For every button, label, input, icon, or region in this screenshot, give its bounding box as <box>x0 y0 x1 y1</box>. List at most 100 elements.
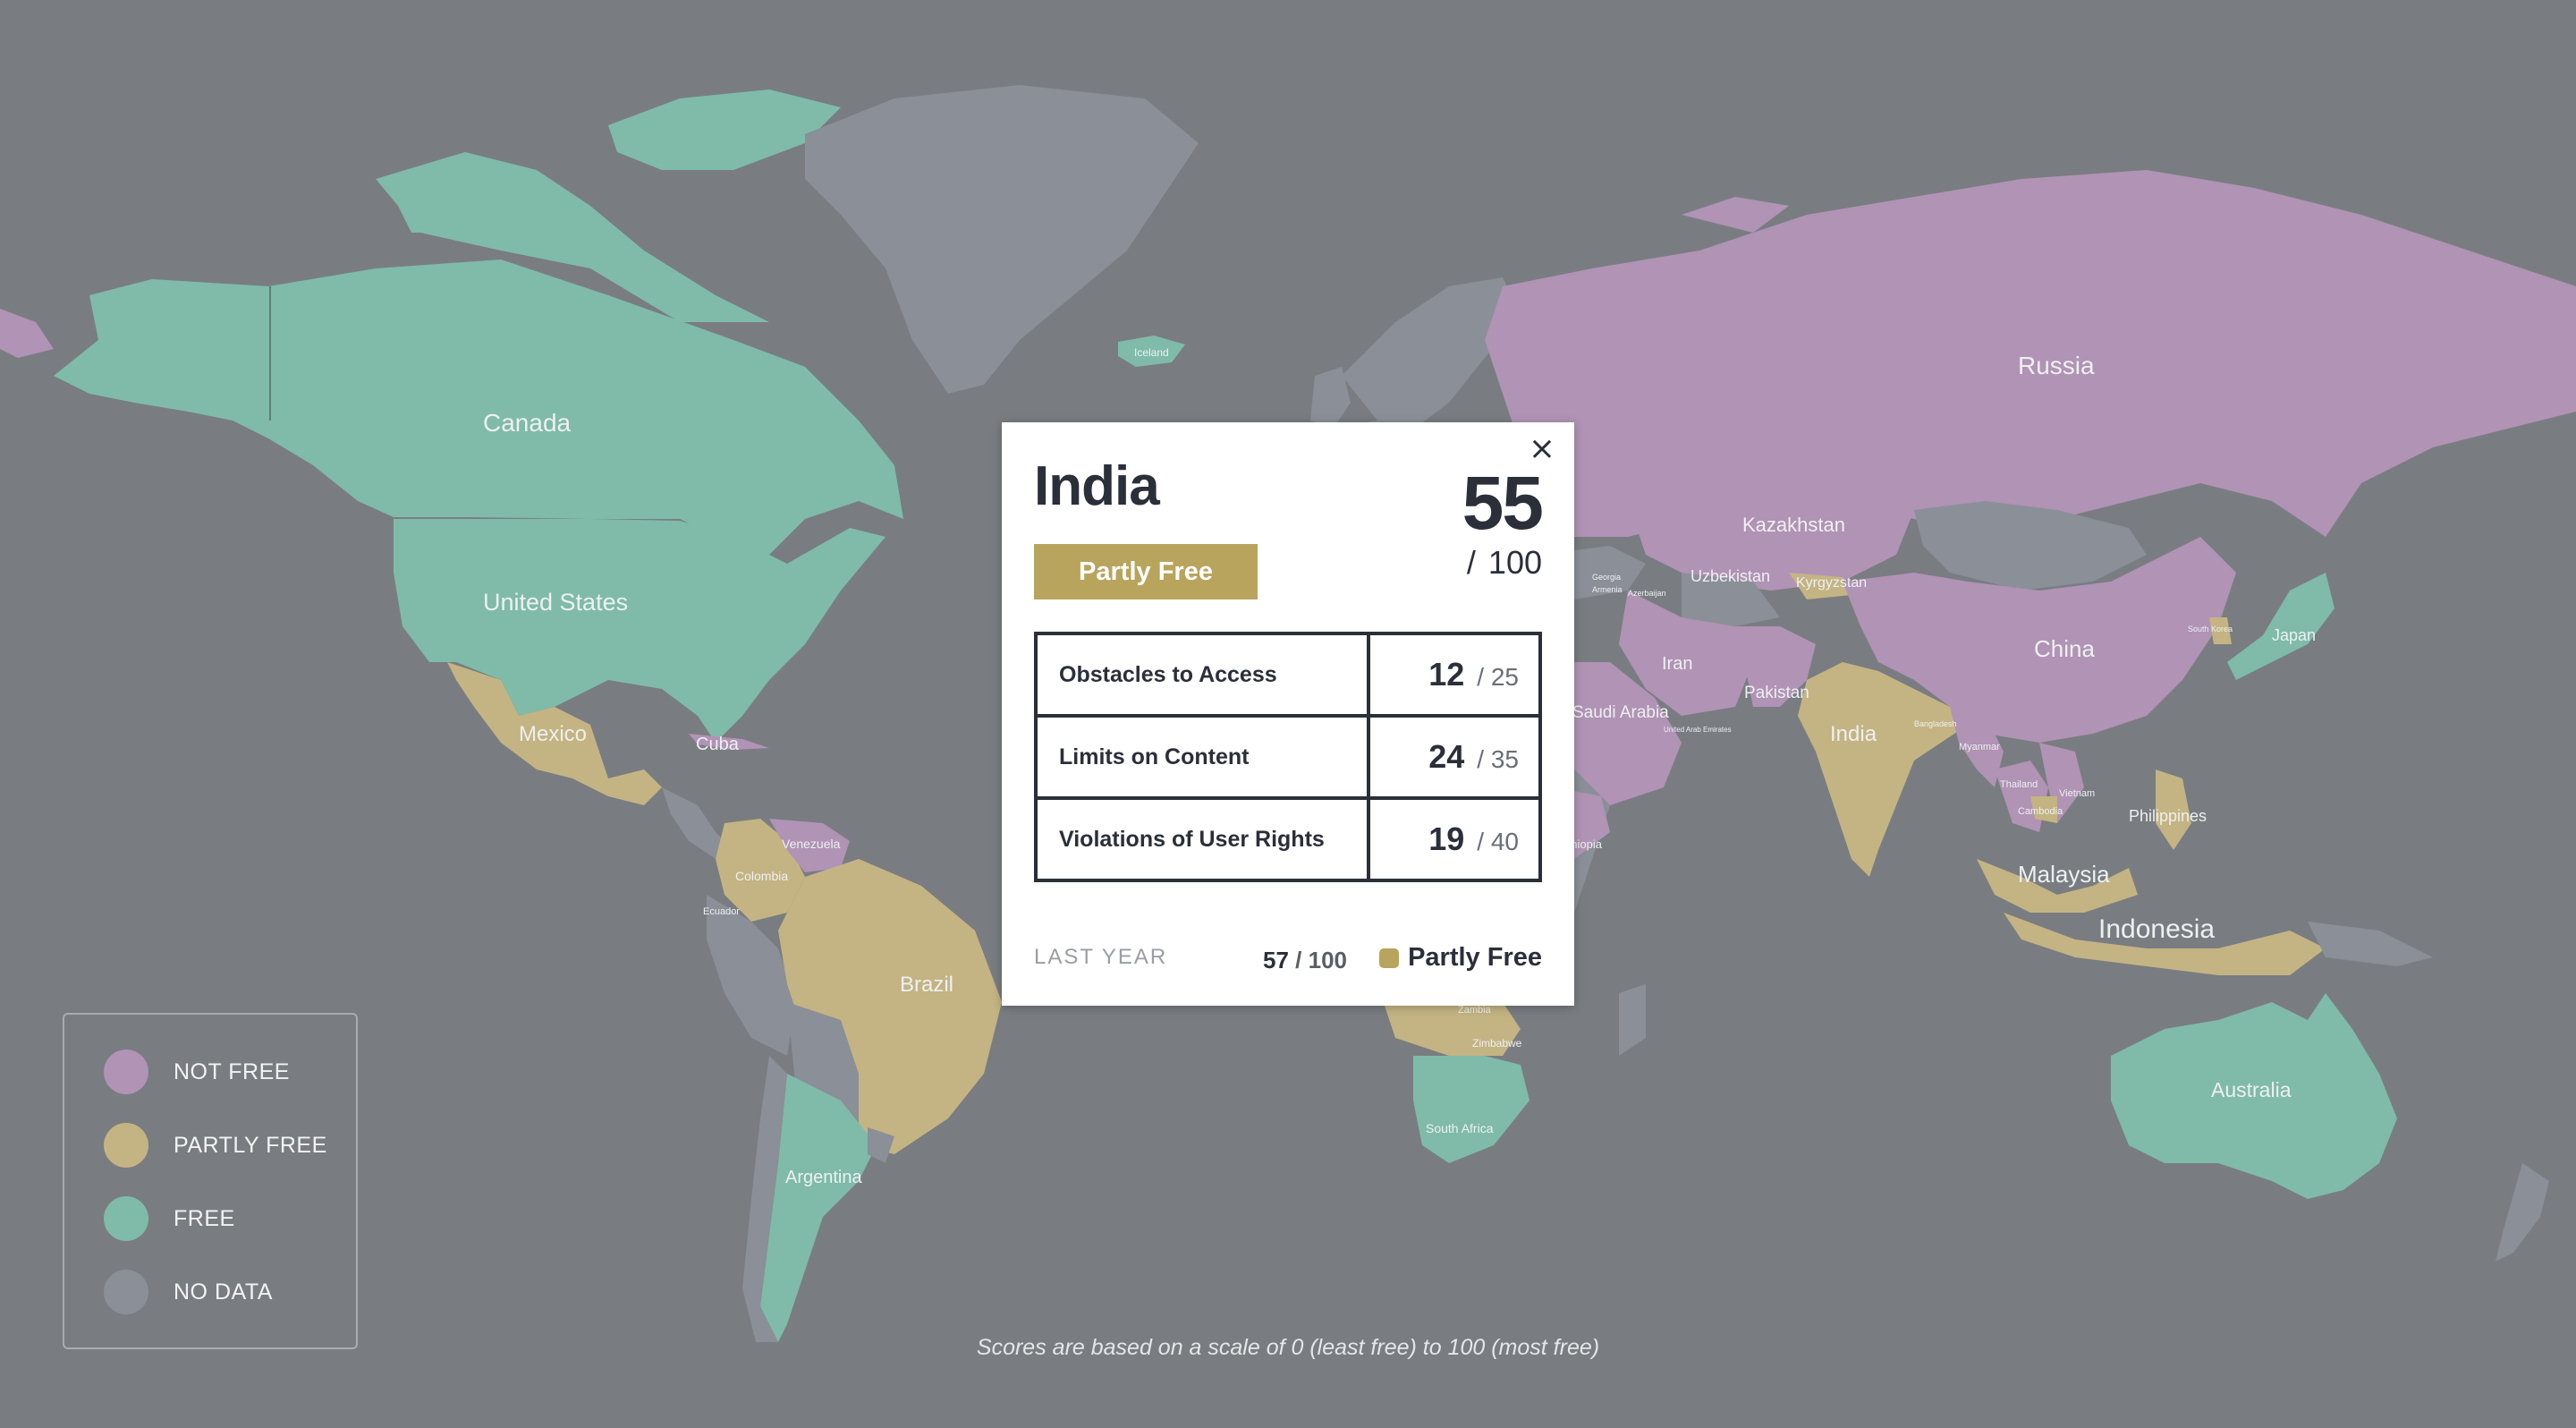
total-score-max: / 100 <box>1467 544 1542 582</box>
label-pakistan: Pakistan <box>1744 684 1809 702</box>
category-max: / 40 <box>1477 828 1519 855</box>
country-greenland[interactable] <box>805 85 1199 394</box>
country-uruguay[interactable] <box>868 1127 894 1163</box>
map-legend: NOT FREE PARTLY FREE FREE NO DATA <box>63 1013 358 1349</box>
category-score: 12 <box>1428 656 1465 693</box>
legend-item-free[interactable]: FREE <box>104 1195 235 1242</box>
table-row: Violations of User Rights 19 / 40 <box>1034 796 1542 882</box>
label-south-korea: South Korea <box>2188 625 2233 633</box>
legend-item-no-data[interactable]: NO DATA <box>104 1269 273 1315</box>
country-australia[interactable] <box>2111 993 2397 1199</box>
country-new-guinea[interactable] <box>2308 922 2433 966</box>
country-japan[interactable] <box>2227 573 2334 680</box>
country-india[interactable] <box>1798 662 1968 877</box>
category-score-cell: 12 / 25 <box>1367 632 1542 718</box>
label-iran: Iran <box>1662 654 1692 674</box>
label-kyrgyzstan: Kyrgyzstan <box>1796 575 1867 591</box>
country-russia-arctic[interactable] <box>1682 197 1789 233</box>
legend-item-not-free[interactable]: NOT FREE <box>104 1049 290 1095</box>
label-russia: Russia <box>2018 352 2095 379</box>
legend-swatch <box>104 1270 148 1314</box>
last-year-status-label: Partly Free <box>1408 943 1542 972</box>
country-new-zealand[interactable] <box>2496 1163 2549 1262</box>
category-label: Limits on Content <box>1034 714 1370 800</box>
category-score: 19 <box>1428 820 1465 857</box>
country-south-korea[interactable] <box>2209 617 2232 644</box>
country-alaska-russia-tip[interactable] <box>0 309 54 358</box>
country-canada[interactable] <box>54 259 903 555</box>
last-year-label: LAST YEAR <box>1034 945 1168 969</box>
legend-item-partly-free[interactable]: PARTLY FREE <box>104 1122 327 1169</box>
legend-swatch <box>104 1123 148 1168</box>
country-scandinavia[interactable] <box>1342 277 1521 429</box>
country-iceland[interactable] <box>1118 336 1185 367</box>
country-malaysia[interactable] <box>1977 859 2138 913</box>
close-icon[interactable]: × <box>1528 430 1556 467</box>
label-australia: Australia <box>2211 1078 2292 1101</box>
score-breakdown-table: Obstacles to Access 12 / 25 Limits on Con… <box>1034 632 1542 882</box>
category-score-cell: 24 / 35 <box>1367 714 1542 800</box>
country-united-states[interactable] <box>394 519 886 743</box>
country-philippines[interactable] <box>2156 769 2191 850</box>
country-indonesia[interactable] <box>2004 913 2326 975</box>
label-ecuador: Ecuador <box>703 906 740 917</box>
country-ecuador-peru[interactable] <box>707 895 796 1056</box>
category-score: 24 <box>1428 738 1465 775</box>
label-armenia: Armenia <box>1592 585 1623 594</box>
country-pakistan[interactable] <box>1735 626 1816 707</box>
label-iceland: Iceland <box>1134 346 1169 359</box>
label-zambia: Zambia <box>1458 1005 1492 1016</box>
country-argentina[interactable] <box>760 1074 877 1342</box>
table-row: Limits on Content 24 / 35 <box>1034 714 1542 800</box>
country-iran[interactable] <box>1619 591 1753 716</box>
label-united-states: United States <box>483 589 628 616</box>
label-india: India <box>1830 722 1877 746</box>
label-indonesia: Indonesia <box>2098 914 2215 944</box>
label-canada: Canada <box>483 409 572 437</box>
country-cuba[interactable] <box>689 734 769 750</box>
country-bangladesh-myanmar[interactable] <box>1950 707 2004 787</box>
country-kyrgyzstan[interactable] <box>1789 573 1852 599</box>
last-year-score: 57 / 100 <box>1263 947 1347 974</box>
scale-footnote: Scores are based on a scale of 0 (least … <box>976 1335 1600 1360</box>
country-canada-islands-2[interactable] <box>608 89 841 170</box>
country-vietnam[interactable] <box>2039 743 2084 823</box>
country-russia[interactable] <box>1485 170 2576 537</box>
label-philippines: Philippines <box>2129 807 2207 825</box>
country-mongolia[interactable] <box>1914 501 2147 591</box>
country-uk[interactable] <box>1310 367 1351 429</box>
country-madagascar[interactable] <box>1619 984 1646 1056</box>
label-malaysia: Malaysia <box>2018 861 2110 888</box>
country-popup: × India Partly Free 55 / 100 Obstacles to… <box>1002 422 1574 1006</box>
country-canada-islands-3[interactable] <box>394 179 501 233</box>
label-colombia: Colombia <box>735 869 788 883</box>
country-kazakhstan[interactable] <box>1628 483 1914 591</box>
popup-country-name: India <box>1034 455 1160 517</box>
country-chile[interactable] <box>742 1056 787 1342</box>
legend-label: NOT FREE <box>174 1058 290 1084</box>
label-south-africa: South Africa <box>1426 1121 1494 1135</box>
country-colombia[interactable] <box>716 819 805 922</box>
status-badge: Partly Free <box>1034 544 1258 599</box>
legend-label: NO DATA <box>174 1279 273 1305</box>
last-year-row: LAST YEAR 57 / 100 Partly Free <box>1034 941 1542 977</box>
label-myanmar: Myanmar <box>1959 742 2000 752</box>
label-argentina: Argentina <box>785 1168 862 1187</box>
category-max: / 25 <box>1477 663 1519 691</box>
country-mexico[interactable] <box>447 662 662 805</box>
country-saudi-arabia[interactable] <box>1556 662 1682 805</box>
label-bangladesh: Bangladesh <box>1914 719 1957 728</box>
country-venezuela[interactable] <box>769 819 850 872</box>
country-central-america[interactable] <box>662 787 733 859</box>
label-japan: Japan <box>2272 626 2316 644</box>
country-south-africa[interactable] <box>1413 1056 1530 1163</box>
country-uzbekistan[interactable] <box>1682 573 1780 626</box>
country-cambodia[interactable] <box>2030 796 2057 823</box>
last-year-score-max: / 100 <box>1295 947 1347 973</box>
label-uzbekistan: Uzbekistan <box>1690 567 1770 585</box>
country-china[interactable] <box>1843 537 2236 743</box>
total-max-value: 100 <box>1487 544 1542 581</box>
last-year-status: Partly Free <box>1379 943 1542 973</box>
